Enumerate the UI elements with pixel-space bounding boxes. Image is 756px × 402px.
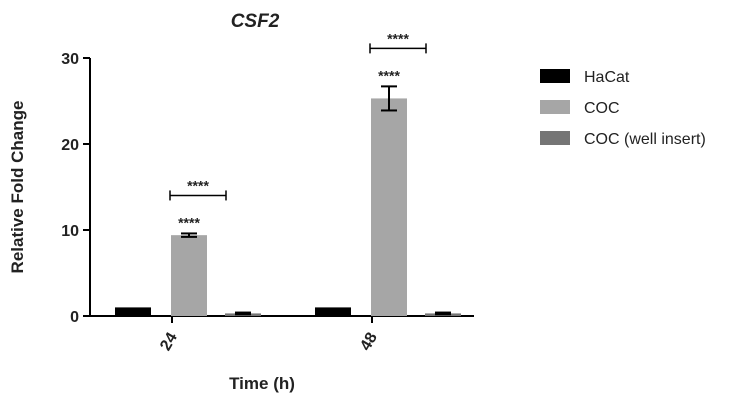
error-bar bbox=[235, 311, 251, 316]
legend-label: COC (well insert) bbox=[584, 131, 706, 148]
error-bar bbox=[435, 311, 451, 316]
y-axis-title: Relative Fold Change bbox=[8, 101, 27, 274]
bar-hacat-48 bbox=[315, 307, 351, 316]
legend-label: HaCat bbox=[584, 69, 630, 86]
legend: HaCat COC COC (well insert) bbox=[540, 69, 706, 148]
bar-coc-24 bbox=[171, 235, 207, 316]
significance-stars: **** bbox=[378, 67, 400, 83]
significance-stars: **** bbox=[178, 214, 200, 230]
legend-swatch-coc-well-insert- bbox=[540, 131, 570, 145]
y-tick-label: 0 bbox=[70, 309, 79, 326]
x-axis-title: Time (h) bbox=[229, 374, 295, 393]
x-tick-label: 48 bbox=[357, 330, 381, 354]
y-tick-label: 20 bbox=[61, 137, 79, 154]
legend-swatch-coc bbox=[540, 100, 570, 114]
bar-coc-48 bbox=[371, 98, 407, 316]
y-tick-label: 30 bbox=[61, 51, 79, 68]
chart-title: CSF2 bbox=[231, 11, 280, 32]
bar-hacat-24 bbox=[115, 307, 151, 316]
legend-swatch-hacat bbox=[540, 69, 570, 83]
bracket-stars: **** bbox=[387, 30, 409, 46]
significance-bracket: **** bbox=[369, 30, 427, 54]
y-tick-label: 10 bbox=[61, 223, 79, 240]
legend-label: COC bbox=[584, 100, 620, 117]
x-tick-label: 24 bbox=[157, 330, 181, 354]
error-bar bbox=[181, 232, 197, 238]
error-bar bbox=[381, 85, 397, 112]
bracket-stars: **** bbox=[187, 177, 209, 193]
plot-area: 0 10 20 30 24 48 **** **** **** **** bbox=[61, 30, 474, 354]
significance-bracket: **** bbox=[169, 177, 227, 201]
